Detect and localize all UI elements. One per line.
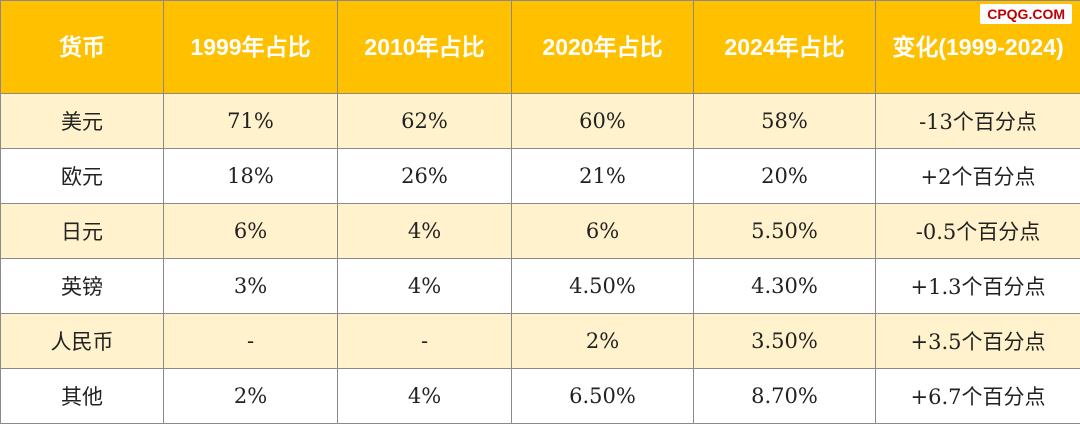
share-1999-cell: 6% — [164, 204, 338, 259]
currency-cell: 其他 — [1, 369, 164, 424]
share-2010-cell: 4% — [338, 369, 512, 424]
site-watermark: CPQG.COM — [980, 4, 1072, 24]
table-header-row: 货币 1999年占比 2010年占比 2020年占比 2024年占比 变化(19… — [1, 1, 1080, 94]
share-2010-cell: 4% — [338, 204, 512, 259]
change-cell: +3.5个百分点 — [876, 314, 1080, 369]
change-cell: +1.3个百分点 — [876, 259, 1080, 314]
share-2024-cell: 5.50% — [694, 204, 876, 259]
share-2024-cell: 4.30% — [694, 259, 876, 314]
header-currency: 货币 — [1, 1, 164, 94]
change-cell: +2个百分点 — [876, 149, 1080, 204]
table-row: 美元 71% 62% 60% 58% -13个百分点 — [1, 94, 1080, 149]
header-2010-share: 2010年占比 — [338, 1, 512, 94]
share-2020-cell: 60% — [512, 94, 694, 149]
header-2020-share: 2020年占比 — [512, 1, 694, 94]
table-row: 欧元 18% 26% 21% 20% +2个百分点 — [1, 149, 1080, 204]
share-1999-cell: 3% — [164, 259, 338, 314]
share-2024-cell: 8.70% — [694, 369, 876, 424]
share-1999-cell: 18% — [164, 149, 338, 204]
table-row: 人民币 - - 2% 3.50% +3.5个百分点 — [1, 314, 1080, 369]
table-row: 英镑 3% 4% 4.50% 4.30% +1.3个百分点 — [1, 259, 1080, 314]
share-2020-cell: 2% — [512, 314, 694, 369]
share-2010-cell: 26% — [338, 149, 512, 204]
table-row: 其他 2% 4% 6.50% 8.70% +6.7个百分点 — [1, 369, 1080, 424]
share-2020-cell: 21% — [512, 149, 694, 204]
change-cell: -0.5个百分点 — [876, 204, 1080, 259]
share-1999-cell: - — [164, 314, 338, 369]
header-1999-share: 1999年占比 — [164, 1, 338, 94]
share-2024-cell: 3.50% — [694, 314, 876, 369]
currency-cell: 人民币 — [1, 314, 164, 369]
share-1999-cell: 2% — [164, 369, 338, 424]
change-cell: +6.7个百分点 — [876, 369, 1080, 424]
currency-cell: 美元 — [1, 94, 164, 149]
share-2024-cell: 20% — [694, 149, 876, 204]
share-2010-cell: - — [338, 314, 512, 369]
header-2024-share: 2024年占比 — [694, 1, 876, 94]
currency-cell: 日元 — [1, 204, 164, 259]
currency-cell: 英镑 — [1, 259, 164, 314]
share-2020-cell: 6% — [512, 204, 694, 259]
change-cell: -13个百分点 — [876, 94, 1080, 149]
share-2020-cell: 4.50% — [512, 259, 694, 314]
currency-cell: 欧元 — [1, 149, 164, 204]
share-2020-cell: 6.50% — [512, 369, 694, 424]
table-row: 日元 6% 4% 6% 5.50% -0.5个百分点 — [1, 204, 1080, 259]
share-1999-cell: 71% — [164, 94, 338, 149]
share-2010-cell: 62% — [338, 94, 512, 149]
share-2024-cell: 58% — [694, 94, 876, 149]
share-2010-cell: 4% — [338, 259, 512, 314]
